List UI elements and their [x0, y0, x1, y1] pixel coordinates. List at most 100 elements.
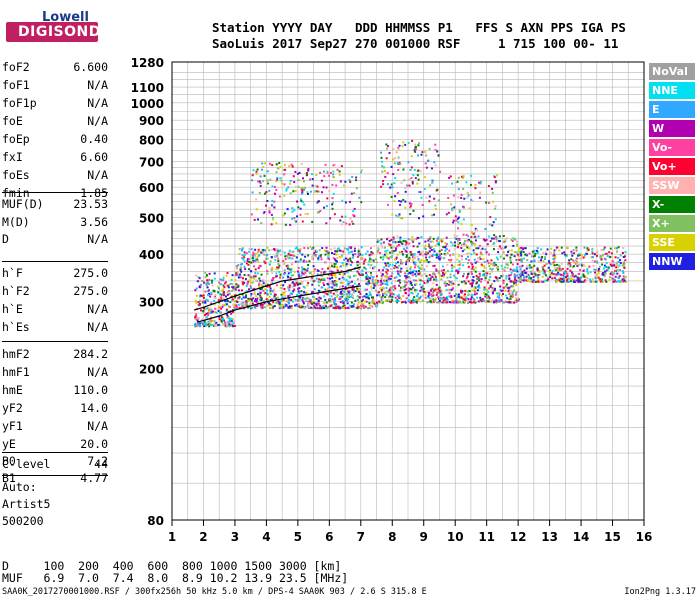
- echo-point: [311, 283, 314, 286]
- echo-point: [422, 215, 425, 218]
- echo-point: [525, 274, 528, 277]
- echo-point: [334, 259, 337, 262]
- echo-point: [330, 295, 333, 298]
- echo-point: [418, 297, 421, 299]
- echo-point: [286, 300, 289, 302]
- echo-point: [248, 261, 251, 263]
- echo-point: [252, 250, 255, 253]
- echo-point: [619, 280, 622, 283]
- echo-point: [377, 247, 380, 250]
- echo-point: [282, 306, 285, 308]
- echo-point: [464, 239, 467, 242]
- echo-point: [360, 274, 363, 277]
- echo-point: [489, 276, 492, 279]
- echo-point: [197, 301, 200, 304]
- echo-point: [220, 293, 223, 296]
- echo-point: [510, 253, 513, 256]
- echo-point: [220, 319, 223, 322]
- echo-point: [206, 307, 208, 310]
- echo-point: [442, 297, 445, 300]
- echo-point: [273, 206, 276, 209]
- logo-text-bottom: DIGISONDE: [18, 24, 111, 40]
- echo-point: [477, 289, 479, 292]
- echo-point: [203, 281, 205, 284]
- echo-point: [349, 251, 352, 254]
- param-row-11: h`F 275.0: [2, 266, 108, 284]
- echo-point: [318, 284, 320, 287]
- echo-point: [217, 310, 220, 312]
- echo-point: [437, 292, 440, 294]
- echo-point: [280, 179, 283, 182]
- echo-point: [259, 182, 262, 184]
- echo-point: [380, 280, 382, 283]
- param-row-7: fmin 1.85: [2, 186, 108, 204]
- echo-point: [513, 255, 516, 258]
- echo-point: [565, 271, 568, 274]
- param-row-10: D N/A: [2, 232, 108, 250]
- echo-point: [297, 282, 300, 285]
- echo-point: [463, 272, 465, 275]
- echo-point: [559, 268, 562, 271]
- echo-point: [380, 290, 383, 293]
- echo-point: [605, 252, 608, 255]
- echo-point: [503, 240, 506, 243]
- echo-point: [356, 264, 359, 267]
- echo-point: [512, 237, 514, 240]
- echo-point: [387, 265, 390, 268]
- echo-point: [622, 247, 625, 249]
- echo-point: [231, 283, 234, 285]
- echo-point: [492, 262, 495, 265]
- echo-point: [371, 252, 374, 255]
- echo-point: [419, 191, 422, 193]
- echo-point: [382, 286, 384, 289]
- echo-point: [338, 173, 341, 176]
- echo-point: [223, 319, 225, 322]
- echo-point: [438, 289, 441, 292]
- echo-point: [287, 272, 290, 275]
- echo-point: [248, 268, 250, 271]
- echo-point: [329, 298, 331, 300]
- echo-point: [479, 296, 482, 299]
- echo-point: [557, 246, 560, 249]
- echo-point: [516, 259, 519, 262]
- echo-point: [380, 156, 383, 159]
- echo-point: [344, 180, 347, 183]
- echo-point: [514, 278, 516, 281]
- echo-point: [419, 295, 422, 298]
- echo-point: [349, 217, 352, 220]
- echo-point: [512, 268, 515, 271]
- echo-point: [458, 260, 461, 263]
- echo-point: [273, 248, 276, 251]
- param-value: 14.0: [80, 401, 108, 415]
- echo-point: [434, 299, 437, 301]
- echo-point: [480, 263, 483, 266]
- echo-point: [587, 248, 590, 251]
- param-row-15: hmF2 284.2: [2, 347, 108, 365]
- echo-point: [239, 273, 242, 276]
- echo-point: [589, 271, 592, 274]
- echo-point: [384, 262, 387, 265]
- echo-point: [397, 272, 400, 275]
- echo-point: [273, 295, 276, 297]
- echo-point: [217, 285, 220, 288]
- echo-point: [385, 279, 388, 282]
- echo-point: [327, 267, 329, 270]
- echo-point: [495, 240, 498, 243]
- echo-point: [282, 260, 285, 262]
- echo-point: [314, 249, 317, 252]
- echo-point: [253, 276, 256, 279]
- echo-point: [293, 282, 296, 285]
- echo-point: [341, 300, 344, 302]
- echo-point: [475, 274, 478, 277]
- echo-point: [574, 275, 577, 278]
- echo-point: [292, 290, 295, 293]
- echo-point: [317, 258, 320, 261]
- echo-point: [359, 304, 362, 307]
- echo-point: [399, 217, 402, 219]
- echo-point: [283, 261, 286, 264]
- echo-point: [467, 194, 470, 197]
- echo-point: [257, 218, 259, 221]
- echo-point: [219, 311, 222, 314]
- echo-point: [617, 280, 620, 282]
- echo-point: [209, 295, 212, 298]
